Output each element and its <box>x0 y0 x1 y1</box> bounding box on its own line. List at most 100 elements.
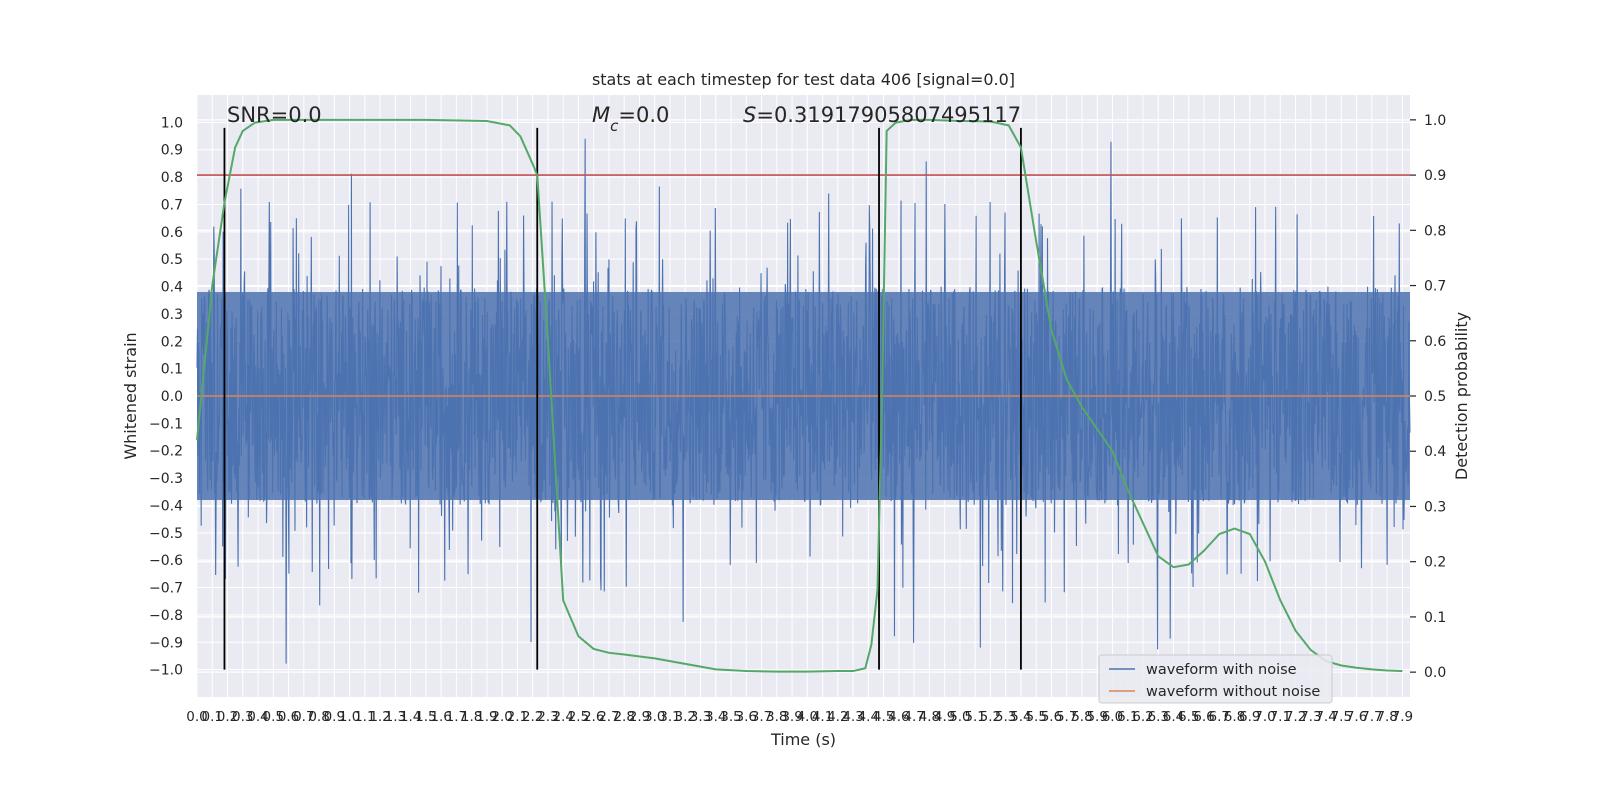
detection-probability-line <box>196 118 1403 673</box>
x-tick-label: 4.4 <box>858 709 879 725</box>
x-tick-label: 1.8 <box>461 709 482 725</box>
y2-tick-label: 0.0 <box>1424 665 1446 681</box>
y2-tick-label: 0.8 <box>1424 223 1446 239</box>
x-tick-label: 4.7 <box>903 709 924 725</box>
x-tick-label: 6.3 <box>1148 709 1169 725</box>
left-axis-ticks: 1.0 0.9 0.8 0.7 0.6 0.5 0.4 0.3 0.2 0.1 0.0 −0.1 −0.… <box>149 115 183 678</box>
x-tick-label: 4.0 <box>797 709 818 725</box>
x-tick-label: 1.9 <box>476 709 497 725</box>
x-tick-label: 5.8 <box>1071 709 1092 725</box>
right-axis-ticks: 1.0 0.9 0.8 0.7 0.6 0.5 0.4 0.3 0.2 0.1 0.0 <box>1410 113 1446 681</box>
x-tick-label: 3.5 <box>720 709 741 725</box>
x-tick-label: 2.3 <box>537 709 558 725</box>
x-tick-label: 7.4 <box>1315 709 1336 725</box>
y2-tick-label: 0.2 <box>1424 555 1446 571</box>
x-tick-label: 4.2 <box>827 709 848 725</box>
annotation-chirp-mass: Mc=0.0 <box>592 103 669 135</box>
x-tick-label: 5.3 <box>995 709 1016 725</box>
y-tick-label: 0.4 <box>161 280 183 296</box>
x-tick-label: 3.0 <box>644 709 665 725</box>
y-tick-label: −0.5 <box>149 526 183 542</box>
x-tick-label: 6.4 <box>1163 709 1184 725</box>
x-tick-label: 5.5 <box>1025 709 1046 725</box>
y-tick-label: −0.8 <box>149 608 183 624</box>
x-tick-label: 5.7 <box>1056 709 1077 725</box>
annotation-snr: SNR=0.0 <box>227 103 322 127</box>
x-tick-label: 4.1 <box>812 709 833 725</box>
y2-tick-label: 0.9 <box>1424 168 1446 184</box>
y-tick-label: 0.1 <box>161 362 183 378</box>
x-tick-label: 0.5 <box>263 709 284 725</box>
x-tick-label: 1.1 <box>354 709 375 725</box>
x-tick-label: 1.3 <box>385 709 406 725</box>
y-tick-label: 0.3 <box>161 307 183 323</box>
x-tick-label: 3.1 <box>659 709 680 725</box>
x-tick-label: 3.6 <box>736 709 757 725</box>
x-tick-label: 2.4 <box>552 709 573 725</box>
x-tick-label: 2.6 <box>583 709 604 725</box>
x-tick-label: 7.5 <box>1331 709 1352 725</box>
x-tick-label: 0.1 <box>202 709 223 725</box>
x-tick-label: 7.6 <box>1346 709 1367 725</box>
y2-tick-label: 0.7 <box>1424 279 1446 295</box>
x-tick-label: 0.7 <box>293 709 314 725</box>
x-tick-label: 3.8 <box>766 709 787 725</box>
x-tick-label: 1.5 <box>415 709 436 725</box>
x-axis-ticks: 0.00.10.20.30.40.50.60.70.80.91.01.11.21… <box>186 709 1413 725</box>
x-tick-label: 5.1 <box>964 709 985 725</box>
x-tick-label: 1.7 <box>446 709 467 725</box>
x-tick-label: 4.8 <box>919 709 940 725</box>
x-tick-label: 3.3 <box>690 709 711 725</box>
x-tick-label: 4.3 <box>842 709 863 725</box>
x-axis-label: Time (s) <box>770 730 836 749</box>
x-tick-label: 0.6 <box>278 709 299 725</box>
x-tick-label: 5.0 <box>949 709 970 725</box>
x-tick-label: 0.4 <box>247 709 268 725</box>
x-tick-label: 5.2 <box>980 709 1001 725</box>
legend: waveform with noise waveform without noi… <box>1098 654 1333 704</box>
x-tick-label: 0.0 <box>186 709 207 725</box>
y-tick-label: 0.2 <box>161 334 183 350</box>
annotation-score: S=0.31917905807495117 <box>743 103 1021 127</box>
y-axis-label: Whitened strain <box>121 332 140 459</box>
y-tick-label: 1.0 <box>161 115 183 131</box>
y-tick-label: 0.7 <box>161 197 183 213</box>
x-tick-label: 6.5 <box>1178 709 1199 725</box>
x-tick-label: 6.9 <box>1239 709 1260 725</box>
x-tick-label: 2.2 <box>522 709 543 725</box>
y-tick-label: 0.6 <box>161 225 183 241</box>
y2-tick-label: 0.4 <box>1424 444 1446 460</box>
x-tick-label: 6.1 <box>1117 709 1138 725</box>
x-tick-label: 7.1 <box>1270 709 1291 725</box>
x-tick-label: 4.9 <box>934 709 955 725</box>
x-tick-label: 7.8 <box>1376 709 1397 725</box>
legend-box <box>1098 654 1333 704</box>
y2-axis-label: Detection probability <box>1452 312 1471 480</box>
y2-tick-label: 0.5 <box>1424 389 1446 405</box>
y-tick-label: −1.0 <box>149 663 183 679</box>
y-tick-label: −0.2 <box>149 444 183 460</box>
x-tick-label: 0.9 <box>324 709 345 725</box>
x-tick-label: 2.8 <box>613 709 634 725</box>
x-tick-label: 1.6 <box>430 709 451 725</box>
x-tick-label: 7.0 <box>1254 709 1275 725</box>
x-tick-label: 1.0 <box>339 709 360 725</box>
legend-label-clean: waveform without noise <box>1146 684 1320 700</box>
y2-tick-label: 1.0 <box>1424 113 1446 129</box>
x-tick-label: 2.5 <box>568 709 589 725</box>
y-tick-label: −0.7 <box>149 581 183 597</box>
x-tick-label: 0.2 <box>217 709 238 725</box>
x-tick-label: 2.9 <box>629 709 650 725</box>
legend-label-noise: waveform with noise <box>1146 662 1297 678</box>
x-tick-label: 3.9 <box>781 709 802 725</box>
y-tick-label: 0.5 <box>161 252 183 268</box>
x-tick-label: 7.7 <box>1361 709 1382 725</box>
y-tick-label: 0.9 <box>161 143 183 159</box>
chart-title: stats at each timestep for test data 406… <box>592 70 1015 89</box>
x-tick-label: 7.9 <box>1392 709 1413 725</box>
y-tick-label: −0.3 <box>149 471 183 487</box>
x-tick-label: 6.8 <box>1224 709 1245 725</box>
y-tick-label: −0.1 <box>149 416 183 432</box>
y-tick-label: −0.9 <box>149 635 183 651</box>
